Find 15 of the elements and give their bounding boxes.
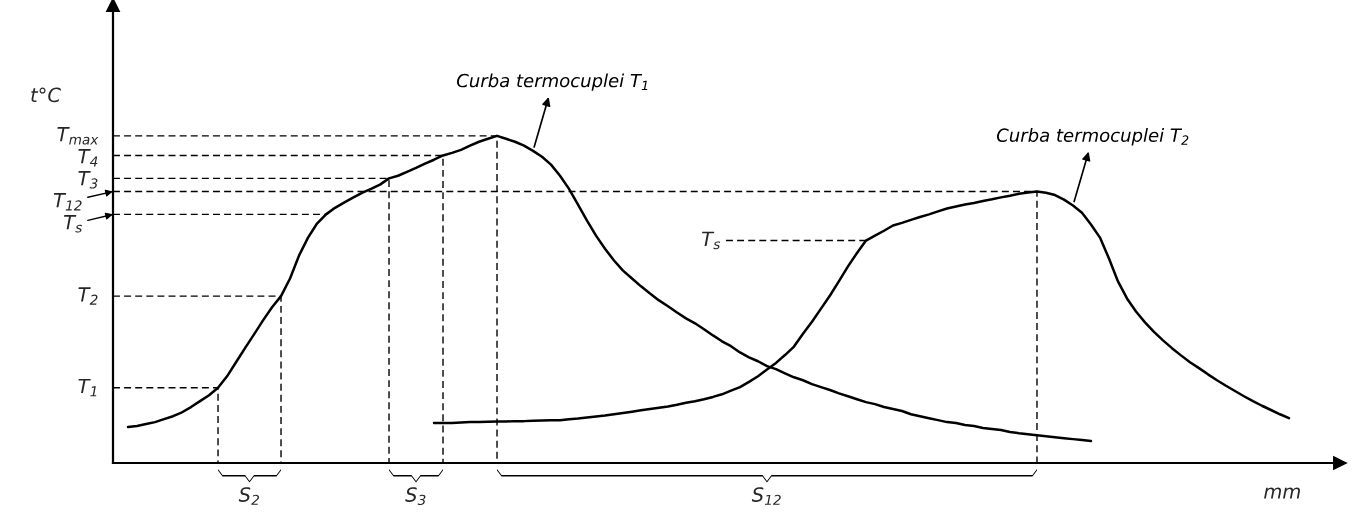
ref-line-label: T$_{2}$ [78, 287, 98, 305]
ref-line-label: T$_{max}$ [57, 127, 99, 145]
text: S$_{3}$ [405, 487, 426, 506]
y-axis-title: t°C [31, 87, 61, 103]
x-axis-title: mm [1264, 487, 1300, 499]
ref-line-label: T$_{3}$ [78, 171, 98, 189]
ref-line-label: T$_{4}$ [78, 149, 98, 167]
text: Curba termocuplei T$_{2}$ [996, 128, 1189, 146]
ref-line-label: T$_{s}$ [64, 215, 83, 233]
text: S$_{2}$ [238, 487, 259, 505]
text: Curba termocuplei T$_{1}$ [456, 73, 648, 91]
ref-line-label: T$_{12}$ [53, 193, 82, 211]
text: S$_{12}$ [751, 487, 781, 505]
ref-line-label: T$_{1}$ [78, 378, 97, 397]
ref-line-label: T$_{s}$ [702, 231, 721, 250]
